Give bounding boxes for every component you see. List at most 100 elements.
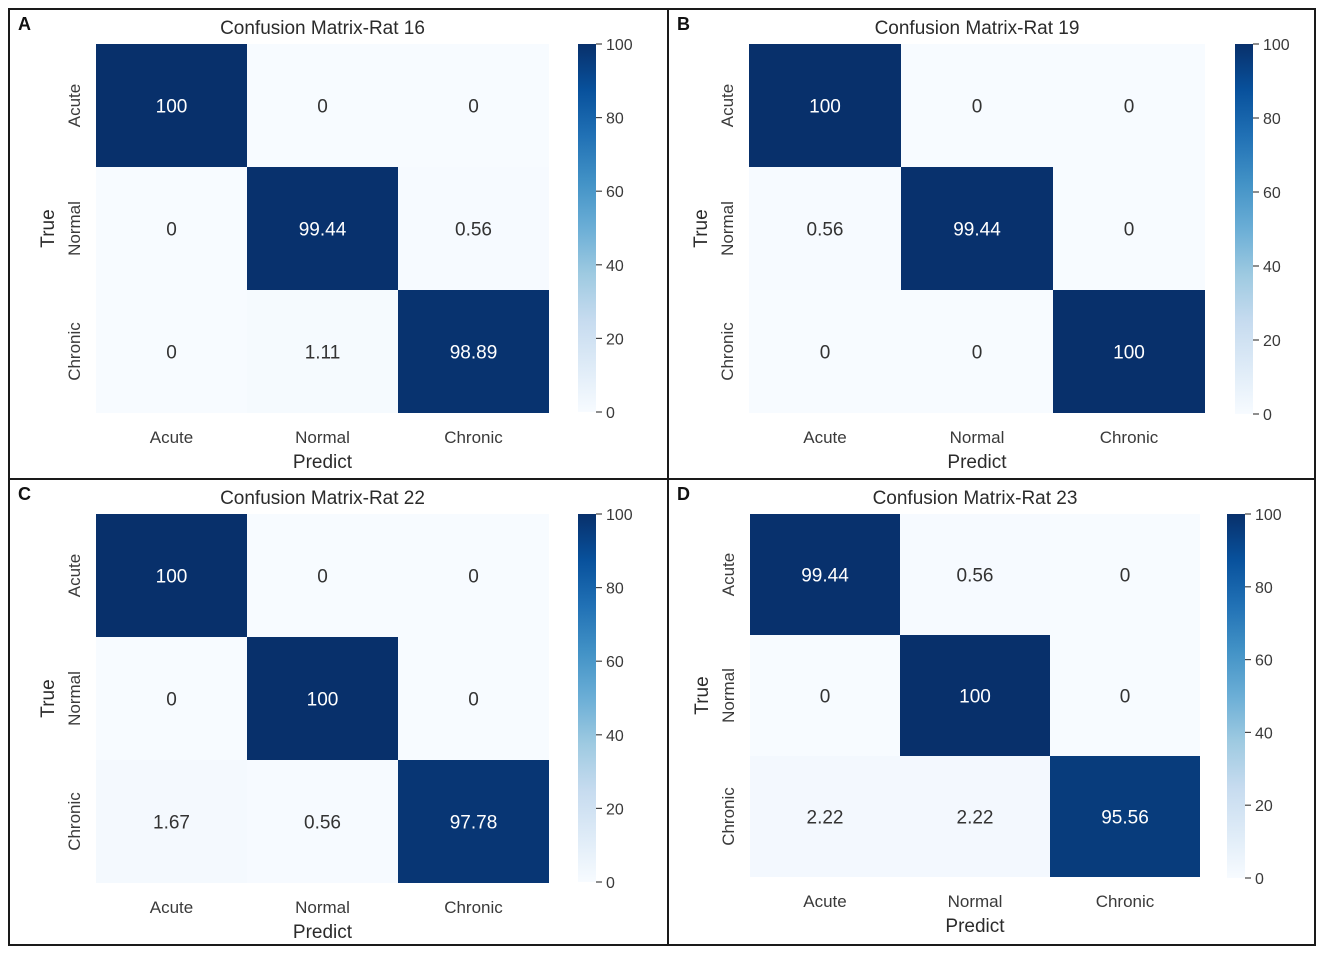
heatmap-cell (1050, 514, 1200, 635)
heatmap-cell (398, 760, 549, 883)
heatmap-cell (398, 514, 549, 637)
colorbar-tick-label: 60 (1263, 185, 1281, 202)
y-tick-label: Acute (65, 554, 84, 597)
chart-title: Confusion Matrix-Rat 23 (873, 488, 1078, 509)
panel-letter-d: D (677, 484, 690, 504)
cell-value-label: 100 (156, 567, 188, 588)
cell-value-label: 0 (166, 690, 177, 711)
heatmap-cell (900, 514, 1050, 635)
heatmap-cell (1050, 635, 1200, 756)
x-axis-label: Predict (293, 452, 353, 473)
cell-value-label: 100 (809, 97, 841, 118)
colorbar (1235, 44, 1253, 414)
heatmap-cell (96, 760, 247, 883)
heatmap-cell (96, 44, 247, 167)
colorbar-tick-label: 100 (606, 507, 633, 524)
x-tick-label: Chronic (444, 428, 503, 447)
y-tick-label: Chronic (65, 322, 84, 381)
y-tick-label: Normal (718, 201, 737, 256)
heatmap-cell (247, 290, 398, 413)
heatmap-cell (398, 44, 549, 167)
chart-title: Confusion Matrix-Rat 22 (220, 488, 425, 509)
heatmap-cell (1053, 290, 1205, 413)
colorbar-tick-label: 0 (1255, 871, 1264, 888)
heatmap-cell (398, 637, 549, 760)
panel-d: D Confusion Matrix-Rat 23 99.44 0.56 0 0 100 0 2… (669, 480, 1314, 948)
chart-title: Confusion Matrix-Rat 19 (875, 18, 1080, 39)
cell-value-label: 0 (820, 343, 831, 364)
heatmap-c: C Confusion Matrix-Rat 22 100 0 0 0 100 0 1.67 0.… (18, 484, 633, 943)
y-tick-label: Normal (65, 201, 84, 256)
colorbar-tick-label: 20 (606, 801, 624, 818)
cell-value-label: 0 (166, 343, 177, 364)
figure-frame: A Confusion Matrix-Rat 16 100 0 0 0 99.44 0.56 0… (8, 8, 1316, 946)
colorbar-tick-label: 40 (1263, 259, 1281, 276)
colorbar-tick-label: 20 (1263, 333, 1281, 350)
x-axis-label: Predict (947, 452, 1007, 473)
colorbar-tick-label: 80 (606, 111, 624, 128)
colorbar-tick-label: 40 (1255, 725, 1273, 742)
colorbar-tick-label: 60 (606, 654, 624, 671)
colorbar-tick-label: 20 (1255, 798, 1273, 815)
heatmap-cell (247, 637, 398, 760)
heatmap-cell (750, 514, 900, 635)
heatmap-cell (398, 290, 549, 413)
cell-value-label: 0 (972, 343, 983, 364)
cell-value-label: 98.89 (450, 343, 498, 364)
heatmap-a: A Confusion Matrix-Rat 16 100 0 0 0 99.44 0.56 0… (18, 14, 633, 473)
y-axis-label: True (38, 679, 59, 717)
colorbar-tick-label: 40 (606, 728, 624, 745)
cell-value-label: 0 (1124, 220, 1135, 241)
heatmap-cell (750, 635, 900, 756)
cell-value-label: 0 (820, 687, 831, 708)
panel-b: B Confusion Matrix-Rat 19 100 0 0 0.56 99.44 0 0… (669, 10, 1314, 478)
cell-value-label: 0 (1124, 97, 1135, 118)
colorbar-tick-label: 100 (1263, 37, 1290, 54)
colorbar (578, 44, 596, 412)
heatmap-cell (749, 44, 901, 167)
heatmap-cell (247, 167, 398, 290)
cell-value-label: 2.22 (807, 808, 844, 829)
cell-value-label: 100 (156, 97, 188, 118)
y-axis-label: True (38, 209, 59, 247)
heatmap-cell (96, 637, 247, 760)
heatmap-cell (247, 514, 398, 637)
heatmap-cell (901, 44, 1053, 167)
cell-value-label: 95.56 (1101, 808, 1149, 829)
colorbar-tick-label: 0 (1263, 407, 1272, 424)
colorbar-tick-label: 60 (606, 184, 624, 201)
y-axis-label: True (691, 209, 712, 247)
colorbar-tick-label: 80 (1255, 580, 1273, 597)
y-tick-label: Acute (718, 84, 737, 127)
colorbar-tick-label: 100 (606, 37, 633, 54)
y-tick-label: Normal (719, 668, 738, 723)
colorbar-tick-label: 60 (1255, 653, 1273, 670)
x-tick-label: Acute (803, 428, 846, 447)
panel-letter-b: B (677, 14, 690, 34)
cell-value-label: 2.22 (957, 808, 994, 829)
x-tick-label: Normal (948, 892, 1003, 911)
heatmap-cell (247, 44, 398, 167)
y-tick-label: Chronic (719, 787, 738, 846)
cell-value-label: 0 (1120, 687, 1131, 708)
panel-c: C Confusion Matrix-Rat 22 100 0 0 0 100 0 1.67 0.… (10, 480, 666, 948)
cell-value-label: 0 (317, 97, 328, 118)
chart-title: Confusion Matrix-Rat 16 (220, 18, 425, 39)
cell-value-label: 0.56 (455, 220, 492, 241)
colorbar-tick-label: 100 (1255, 507, 1282, 524)
heatmap-cell (900, 756, 1050, 877)
heatmap-b: B Confusion Matrix-Rat 19 100 0 0 0.56 99.44 0 0… (677, 14, 1290, 473)
y-tick-label: Normal (65, 671, 84, 726)
heatmap-cell (749, 290, 901, 413)
panel-a: A Confusion Matrix-Rat 16 100 0 0 0 99.44 0.56 0… (10, 10, 666, 478)
colorbar-tick-label: 0 (606, 405, 615, 422)
x-tick-label: Chronic (1096, 892, 1155, 911)
y-tick-label: Chronic (718, 322, 737, 381)
heatmap-cell (1050, 756, 1200, 877)
heatmap-cell (96, 167, 247, 290)
cell-value-label: 0 (468, 97, 479, 118)
cell-value-label: 0 (317, 567, 328, 588)
cell-value-label: 1.11 (305, 343, 341, 364)
heatmap-cell (750, 756, 900, 877)
heatmap-cell (1053, 44, 1205, 167)
